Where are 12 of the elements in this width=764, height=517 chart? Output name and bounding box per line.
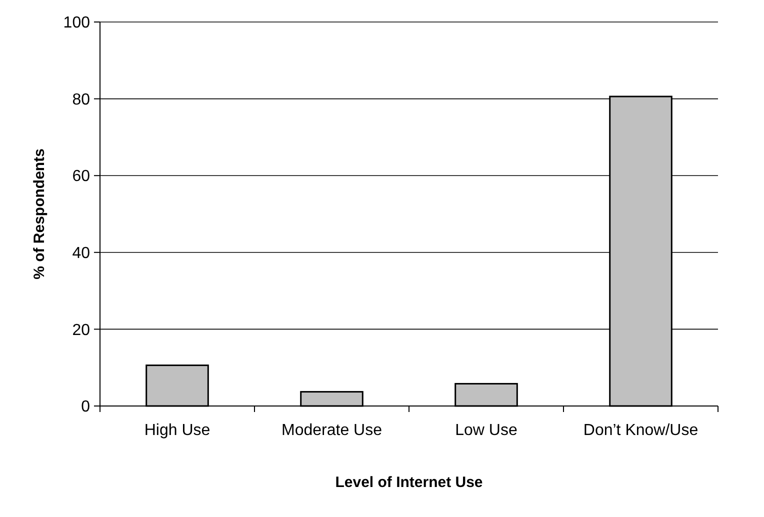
y-axis-title: % of Respondents: [31, 148, 48, 280]
y-tick-label: 100: [63, 14, 90, 32]
y-tick-label: 0: [81, 398, 90, 416]
y-tick-label: 60: [72, 168, 90, 186]
x-tick-label: High Use: [144, 422, 210, 439]
x-tick-label: Moderate Use: [282, 422, 382, 439]
x-tick-label: Low Use: [455, 422, 518, 439]
y-tick-label: 80: [72, 91, 90, 108]
y-tick-label: 20: [72, 322, 90, 339]
y-tick-label: 40: [72, 245, 90, 262]
x-axis-title: Level of Internet Use: [335, 474, 483, 491]
x-tick-label: Don’t Know/Use: [583, 422, 698, 439]
